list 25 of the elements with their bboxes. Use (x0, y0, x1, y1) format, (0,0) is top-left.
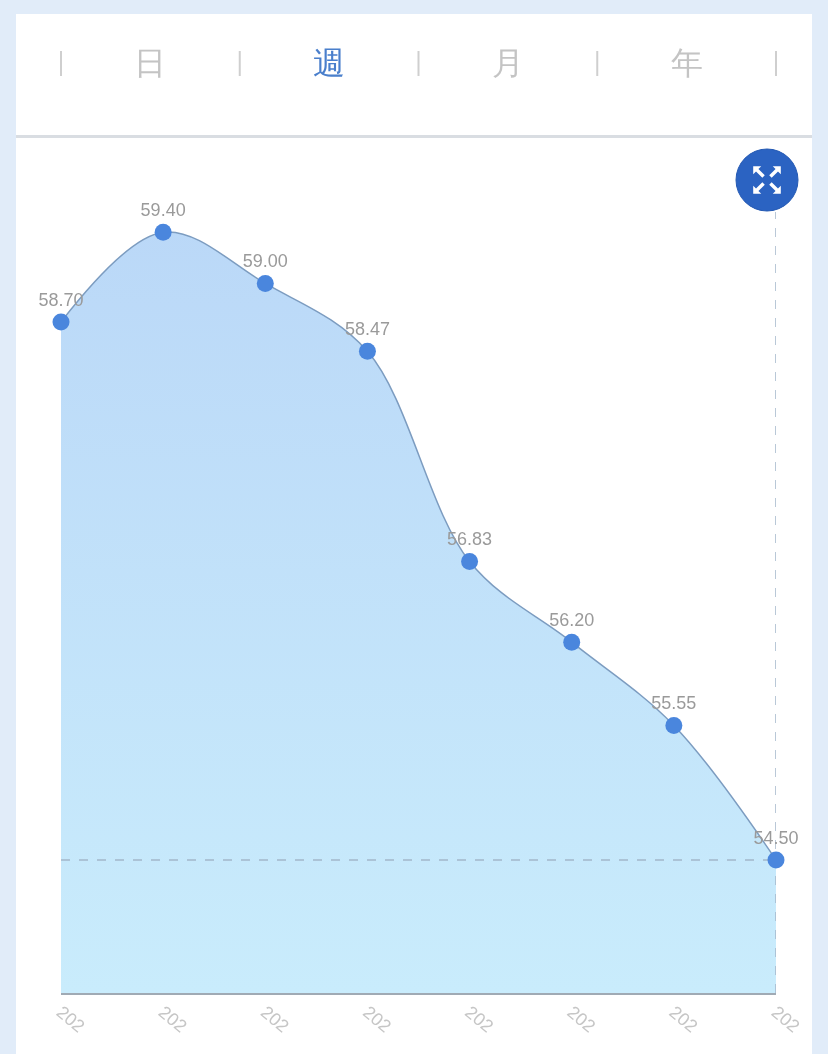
point (256, 274, 274, 292)
category-label: 週 (313, 44, 345, 82)
data-label: 59.40 (140, 200, 186, 221)
point (154, 223, 172, 241)
x-tick-label: 202 (563, 1001, 600, 1037)
point (767, 851, 785, 869)
point (665, 716, 683, 734)
x-tick-label: 202 (461, 1001, 498, 1037)
category-label: 日 (134, 44, 166, 82)
category-label: 年 (671, 44, 703, 82)
data-label: 56.20 (549, 610, 595, 631)
x-tick-label: 202 (359, 1001, 395, 1037)
point (52, 313, 70, 331)
point (563, 633, 581, 651)
x-tick-label: 202 (665, 1001, 702, 1037)
data-label: 59.00 (242, 251, 288, 272)
point (358, 342, 376, 360)
point (461, 552, 479, 570)
data-label: 55.55 (651, 693, 697, 714)
category-label: 月 (492, 44, 524, 82)
x-tick-label: 202 (154, 1001, 191, 1037)
x-tick-label: 202 (52, 1001, 89, 1037)
x-tick-label: 202 (256, 1001, 293, 1037)
x-tick-label: 202 (767, 1001, 804, 1037)
data-label: 58.47 (344, 319, 390, 340)
